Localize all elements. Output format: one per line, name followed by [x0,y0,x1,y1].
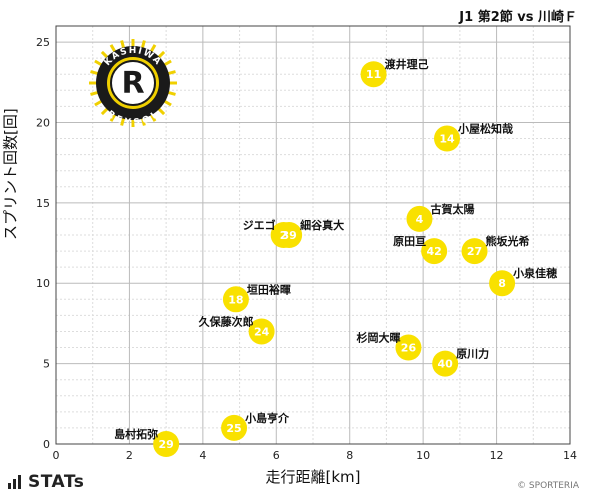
player-point [222,286,249,313]
brand-label: STATs [28,472,85,492]
player-number: 24 [254,325,270,338]
player-point [360,61,387,88]
player-point [461,238,488,265]
player-number: 11 [366,68,381,81]
y-tick-label: 15 [36,197,50,210]
player-name-label: ジエゴ [243,218,276,232]
y-tick-label: 5 [43,358,50,371]
plot-frame [55,25,571,445]
bar-chart-icon [8,475,22,489]
player-point [248,318,275,345]
x-tick-label: 6 [273,449,280,462]
player-name-label: 細谷真大 [300,218,344,232]
player-name-label: 小屋松知哉 [457,122,513,136]
player-point [432,350,459,377]
player-name-label: 杉岡大暉 [356,331,400,345]
player-number: 26 [401,342,417,355]
y-tick-label: 25 [36,36,50,49]
stats-brand: STATs [8,472,84,492]
player-point [434,125,461,152]
player-point [406,205,433,232]
x-axis-title: 走行距離[km] [265,468,361,486]
y-tick-label: 10 [36,277,50,290]
player-number: 27 [467,245,482,258]
credit-text: © SPORTERIA [517,481,579,491]
x-tick-label: 8 [346,449,353,462]
x-tick-label: 4 [199,449,206,462]
player-name-label: 島村拓弥 [114,427,158,441]
y-tick-label: 20 [36,116,50,129]
player-point [421,238,448,265]
player-name-label: 渡井理己 [385,57,429,71]
player-number: 42 [427,245,442,258]
player-number: 29 [158,438,173,451]
match-title: J1 第2節 vs 川崎Ｆ [459,10,577,25]
player-name-label: 小島亨介 [244,411,290,425]
logo-emblem-text: R [121,66,144,101]
player-number: 8 [498,277,506,290]
player-number: 4 [416,213,424,226]
x-tick-label: 12 [490,449,504,462]
player-number: 14 [439,133,455,146]
player-number: 39 [281,229,296,242]
x-tick-label: 2 [126,449,133,462]
player-name-label: 古賀太陽 [430,202,474,216]
player-name-label: 久保藤次郎 [199,314,254,328]
player-name-label: 原田亘 [393,235,426,248]
player-point [395,334,422,361]
player-number: 40 [438,358,454,371]
player-name-label: 熊坂光希 [486,234,530,248]
player-point [270,222,297,248]
x-tick-label: 0 [53,449,60,462]
player-name-label: 原川力 [456,347,489,361]
player-name-label: 小泉佳穂 [512,266,557,280]
player-point [221,414,248,441]
player-point [489,270,516,297]
x-tick-label: 10 [416,449,430,462]
player-number: 18 [228,293,243,306]
y-tick-label: 0 [43,438,50,451]
player-number: 25 [226,422,241,435]
y-axis-title: スプリント回数[回] [1,108,20,240]
x-tick-label: 14 [563,449,577,462]
player-point [153,431,180,457]
player-number: 2 [280,229,288,242]
player-name-label: 垣田裕暉 [247,282,291,296]
